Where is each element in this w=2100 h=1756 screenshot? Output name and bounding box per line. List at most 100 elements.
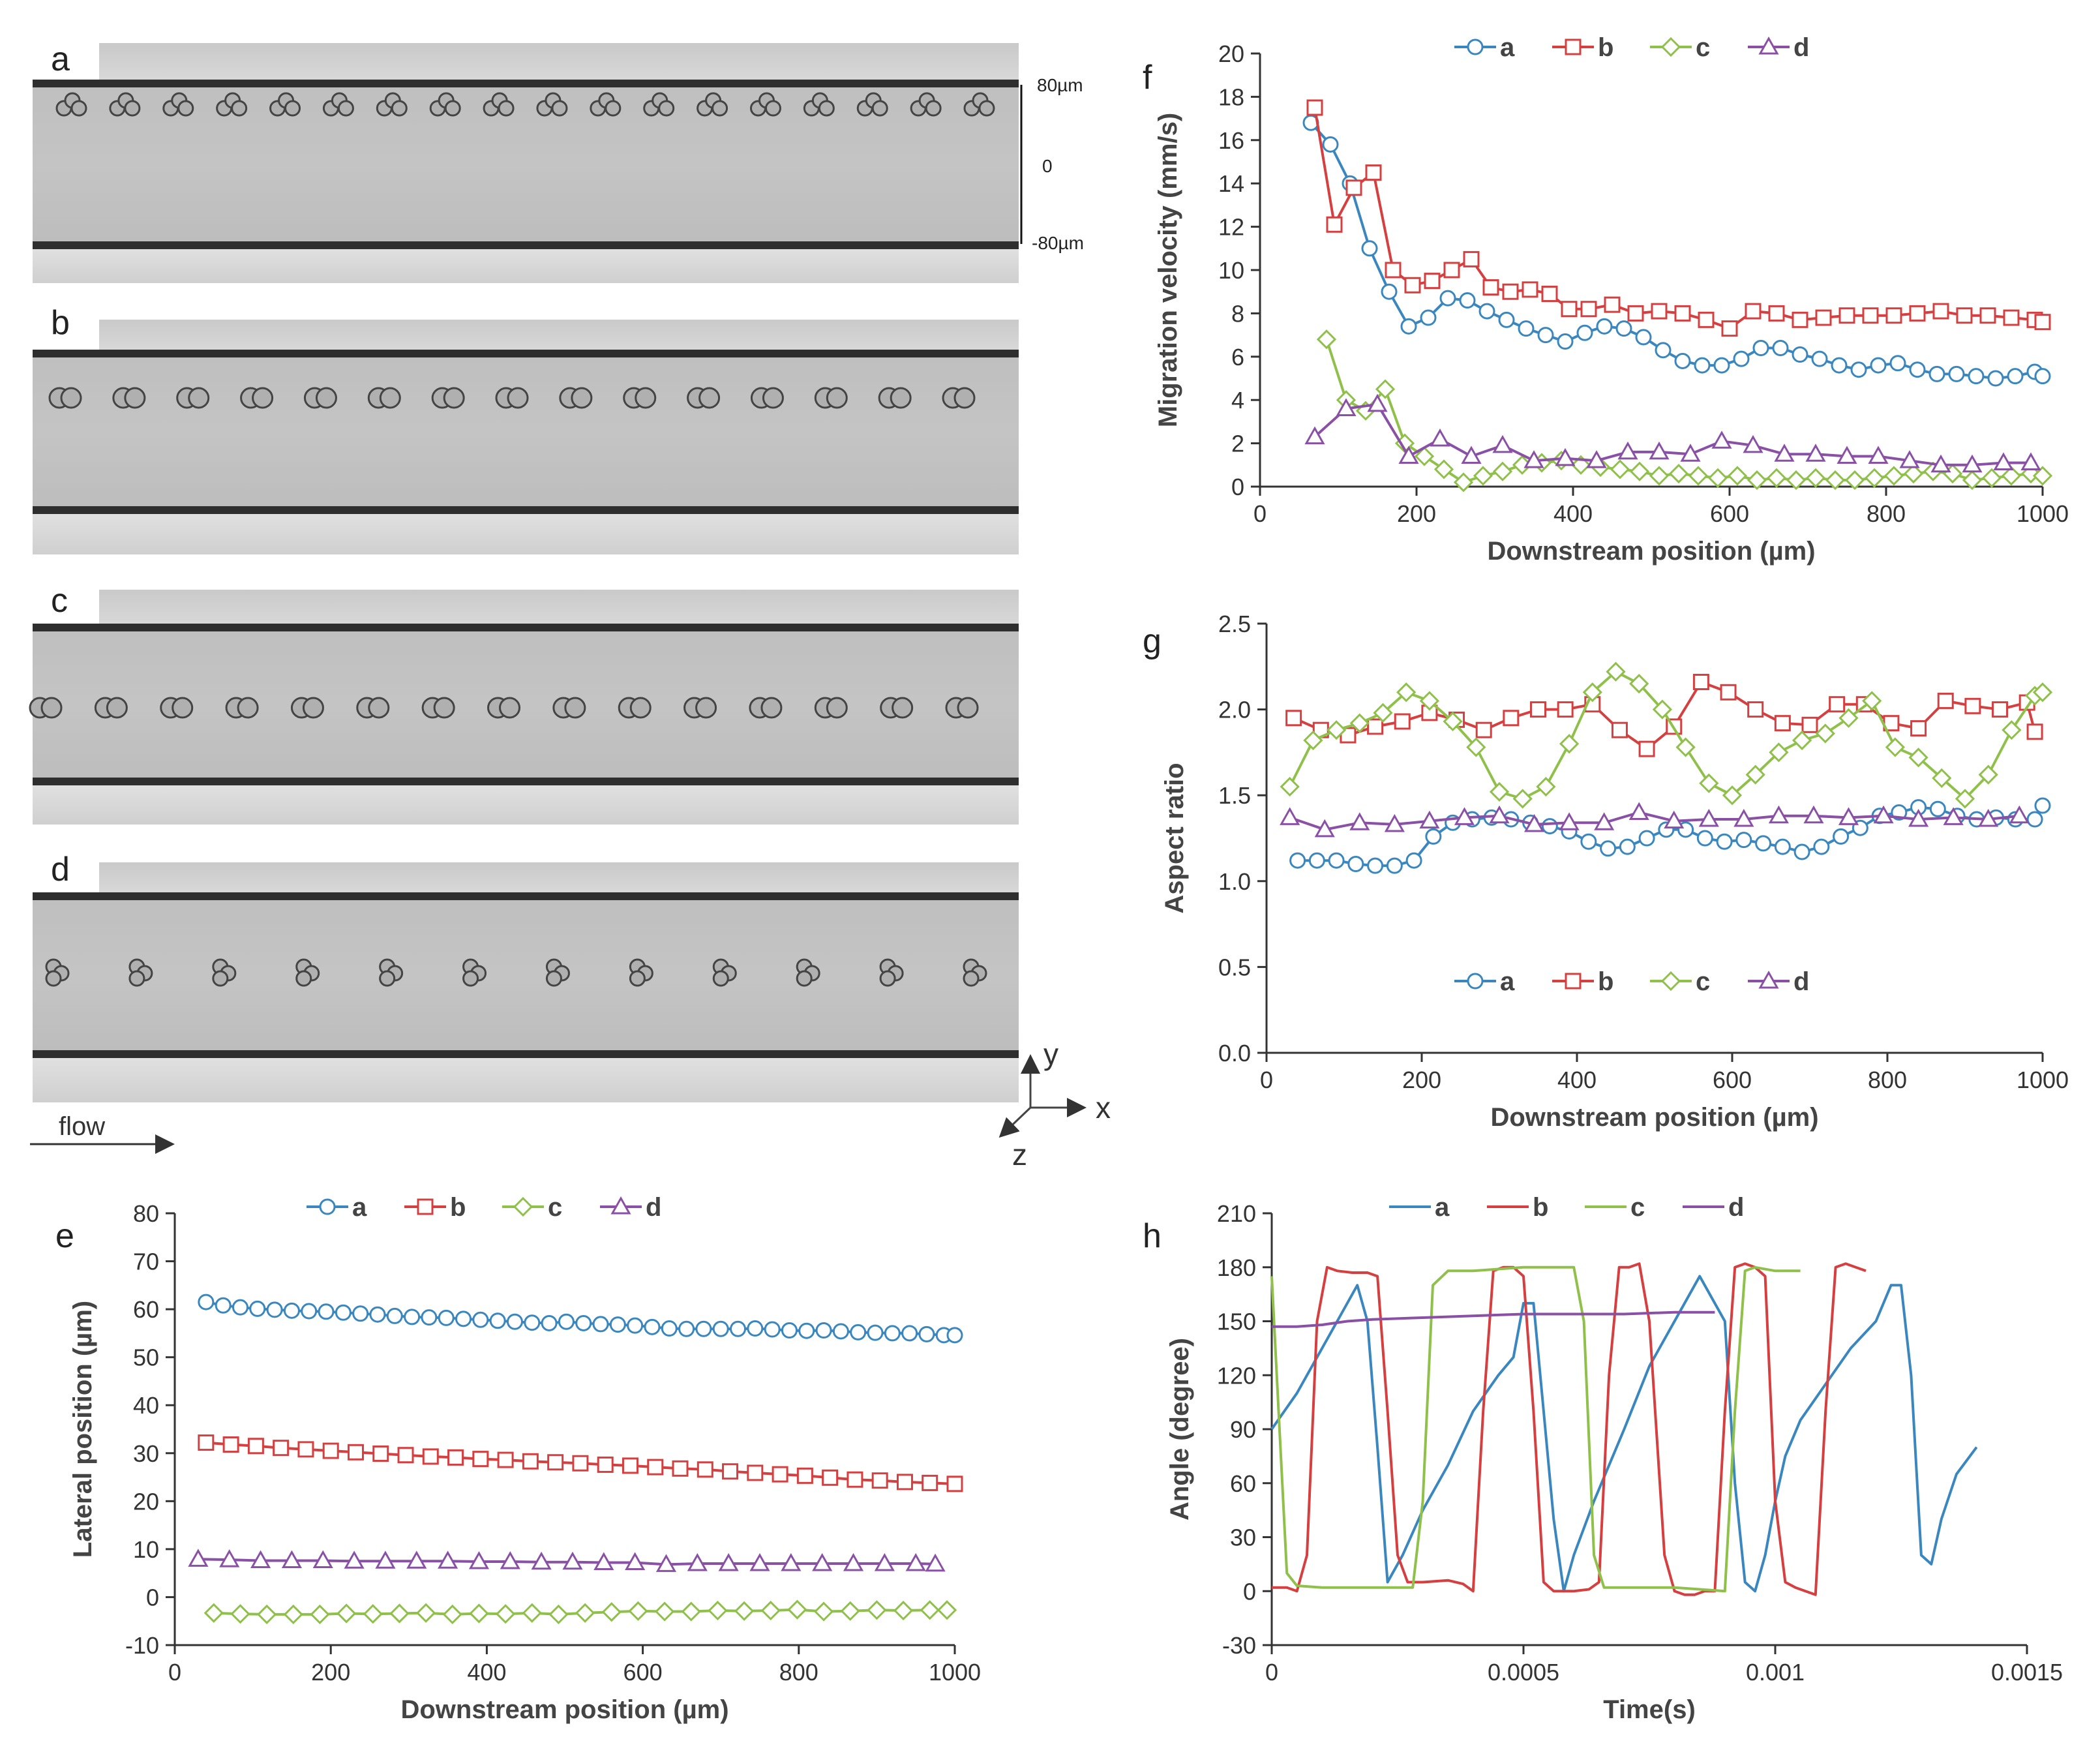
data-point: [1285, 710, 1302, 727]
y-tick-label: 20: [133, 1488, 159, 1515]
data-point: [1862, 307, 1879, 324]
cell-cluster: [590, 92, 622, 117]
cell-cluster: [128, 958, 153, 987]
y-tick-label: 10: [1218, 257, 1244, 284]
data-point: [867, 1600, 887, 1620]
x-tick-label: 1000: [929, 1659, 981, 1686]
y-tick-label: 12: [1218, 214, 1244, 241]
series-line-b: [1313, 107, 2043, 330]
data-point: [472, 1311, 489, 1328]
x-axis-label: Downstream position (µm): [1490, 1103, 1818, 1132]
data-point: [1367, 718, 1384, 735]
data-point: [1559, 734, 1580, 754]
data-point: [575, 1603, 595, 1623]
series-line-b: [1272, 1262, 1867, 1596]
data-point: [472, 1451, 489, 1468]
data-point: [1473, 466, 1493, 486]
legend-label: c: [1630, 1193, 1645, 1222]
axis-label-x: x: [1096, 1091, 1111, 1125]
data-point: [1424, 273, 1441, 290]
legend-label: c: [548, 1193, 562, 1222]
data-point: [1825, 470, 1846, 491]
x-tick-label: 800: [779, 1659, 818, 1686]
legend-entry-d: d: [1683, 1193, 1744, 1222]
data-point: [2001, 466, 2022, 486]
y-tick-label: 210: [1217, 1200, 1256, 1227]
data-point: [497, 1451, 514, 1468]
legend-entry-b: b: [404, 1193, 466, 1222]
data-point: [1503, 710, 1520, 727]
data-point: [609, 1316, 626, 1333]
x-tick-label: 0: [1265, 1659, 1278, 1686]
data-point: [1831, 357, 1848, 374]
data-point: [1536, 776, 1556, 797]
legend-label: a: [1500, 33, 1515, 62]
data-point: [2007, 368, 2024, 385]
data-point: [1978, 764, 1998, 785]
x-tick-label: 0.001: [1746, 1659, 1805, 1686]
data-point: [2034, 797, 2051, 814]
cell-cluster: [942, 387, 976, 409]
data-point: [203, 1603, 224, 1623]
data-point: [1873, 805, 1894, 824]
data-point: [442, 1604, 462, 1625]
data-point: [1638, 740, 1655, 757]
data-point: [2002, 720, 2022, 740]
data-point: [1747, 470, 1767, 491]
data-point: [1461, 446, 1482, 464]
data-point: [1674, 352, 1691, 369]
data-point: [522, 1453, 539, 1470]
legend-label: c: [1696, 967, 1710, 996]
data-point: [760, 1600, 781, 1621]
data-point: [1582, 682, 1602, 703]
legend: a b c d: [1389, 1193, 1744, 1222]
data-point: [1628, 802, 1649, 821]
data-point: [1932, 303, 1949, 320]
data-point: [335, 1304, 352, 1321]
data-point: [531, 1551, 552, 1570]
cell-cluster: [963, 958, 987, 987]
data-point: [1649, 466, 1670, 486]
data-point: [301, 1303, 318, 1320]
flow-label: flow: [59, 1112, 105, 1141]
data-point: [1384, 813, 1405, 832]
data-point: [918, 1325, 935, 1342]
data-point: [1555, 447, 1576, 466]
legend: a b c d: [1454, 967, 1809, 996]
data-point: [1454, 807, 1475, 825]
x-tick-label: 200: [311, 1659, 350, 1686]
data-point: [1489, 805, 1510, 824]
cell-cluster: [94, 697, 128, 719]
data-point: [198, 1434, 215, 1451]
data-point: [1979, 307, 1996, 324]
cell-cluster: [814, 697, 848, 719]
cell-cluster: [176, 387, 210, 409]
cell-cluster: [431, 387, 465, 409]
series-line-a: [1310, 121, 2043, 380]
data-point: [1394, 713, 1411, 730]
data-point: [1466, 737, 1486, 757]
y-tick-label: 80: [133, 1200, 159, 1227]
data-point: [1747, 701, 1764, 718]
x-tick-label: 400: [467, 1659, 506, 1686]
cell-cluster: [910, 92, 942, 117]
data-point: [1453, 472, 1474, 492]
data-point: [1367, 857, 1384, 874]
data-point: [1385, 262, 1402, 279]
cells-a: [55, 92, 995, 117]
data-point: [874, 1552, 895, 1571]
data-point: [1478, 303, 1495, 320]
data-point: [1885, 737, 1906, 757]
chart-h: h -30 0 30 60 90 120 150 180 210 0 0.0005 0.001 0.001…: [1143, 1193, 2063, 1724]
cell-cluster: [45, 958, 70, 987]
legend-entry-b: b: [1552, 33, 1613, 62]
series-line-d: [1289, 811, 2020, 831]
data-point: [812, 1552, 833, 1571]
data-point: [372, 1446, 389, 1462]
cell-cluster: [48, 387, 82, 409]
cell-cluster: [290, 697, 324, 719]
data-point: [404, 1309, 421, 1325]
data-point: [1322, 136, 1339, 153]
